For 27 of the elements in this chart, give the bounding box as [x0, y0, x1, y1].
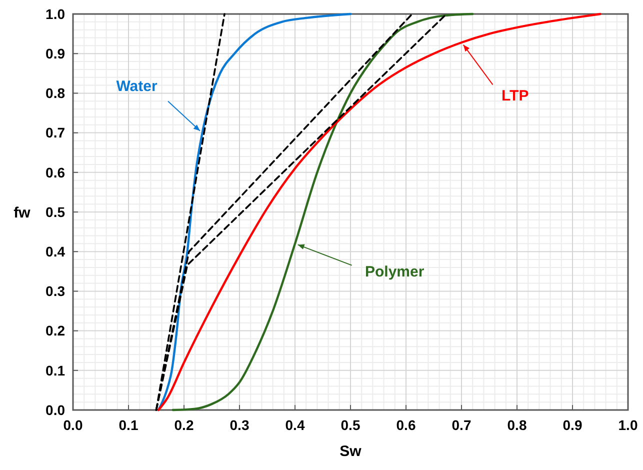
text: LTP: [502, 88, 529, 105]
y-tick-label: 0.9: [46, 46, 66, 62]
y-tick-label: 0.4: [46, 244, 66, 260]
x-tick-label: 0.1: [118, 417, 138, 433]
x-tick-label: 0.6: [396, 417, 416, 433]
y-axis-title: fw: [14, 204, 31, 222]
y-tick-label: 0.6: [46, 164, 66, 180]
y-tick-label: 0.5: [46, 204, 66, 220]
text: Water: [116, 78, 158, 95]
x-tick-label: 0.3: [230, 417, 250, 433]
x-tick-label: 1.0: [618, 417, 638, 433]
y-tick-label: 0.7: [46, 124, 66, 141]
y-tick-label: 0.2: [46, 322, 66, 339]
x-tick-label: 0.5: [340, 417, 360, 433]
y-tick-label: 0.1: [46, 362, 66, 378]
x-tick-label: 0.2: [174, 417, 194, 433]
y-tick-label: 0.3: [46, 283, 66, 300]
text: Polymer: [365, 264, 424, 281]
x-axis-title: Sw: [340, 443, 362, 460]
x-tick-label: 0.9: [562, 417, 582, 433]
x-tick-label: 0.4: [285, 417, 305, 433]
y-tick-label: 0.0: [46, 402, 66, 418]
y-tick-label: 0.8: [46, 85, 66, 102]
x-tick-label: 0.8: [507, 417, 527, 433]
x-tick-label: 0.0: [63, 417, 83, 433]
x-tick-label: 0.7: [452, 417, 472, 433]
y-tick-label: 1.0: [46, 6, 66, 22]
